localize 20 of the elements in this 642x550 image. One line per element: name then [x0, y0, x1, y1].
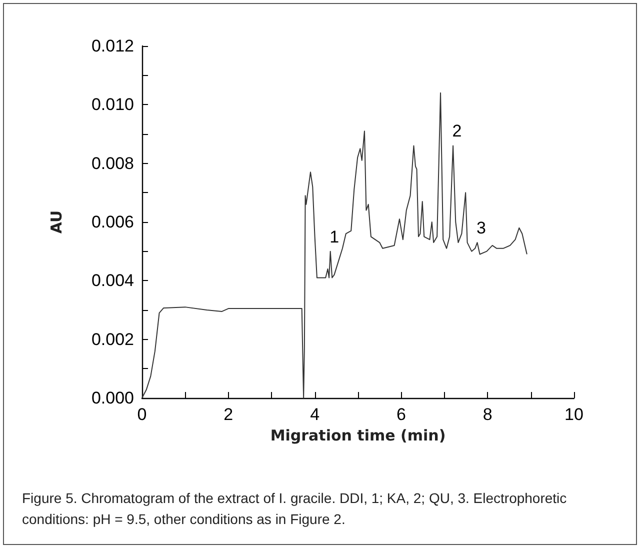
x-tick-label: 8 — [482, 405, 492, 424]
y-tick-label: 0.004 — [91, 271, 134, 290]
y-tick-label: 0.012 — [91, 36, 134, 56]
annotation: 2 — [452, 122, 462, 141]
x-tick-label: 10 — [564, 405, 584, 424]
y-tick-label: 0.000 — [91, 388, 134, 408]
y-axis-title: AU — [48, 210, 66, 234]
line-series — [142, 92, 528, 398]
x-tick-label: 0 — [137, 405, 147, 424]
x-tick-label: 6 — [396, 405, 406, 424]
caption: Figure 5. Chromatogram of the extract of I. gracile. DDI, 1; KA, 2; QU, 3. Electrophoretic conditions: pH = 9.5, other conditions as in Figure 2. — [22, 489, 568, 529]
x-tick-label: 4 — [310, 405, 320, 424]
y-tick-label: 0.010 — [91, 95, 134, 114]
y-tick-label: 0.006 — [91, 212, 134, 232]
y-tick-label: 0.002 — [91, 330, 134, 349]
y-tick-label: 0.008 — [91, 154, 134, 173]
x-axis-title: Migration time (min) — [270, 426, 446, 444]
annotation: 3 — [476, 218, 486, 238]
x-tick-label: 2 — [224, 405, 234, 424]
annotation: 1 — [330, 227, 340, 246]
